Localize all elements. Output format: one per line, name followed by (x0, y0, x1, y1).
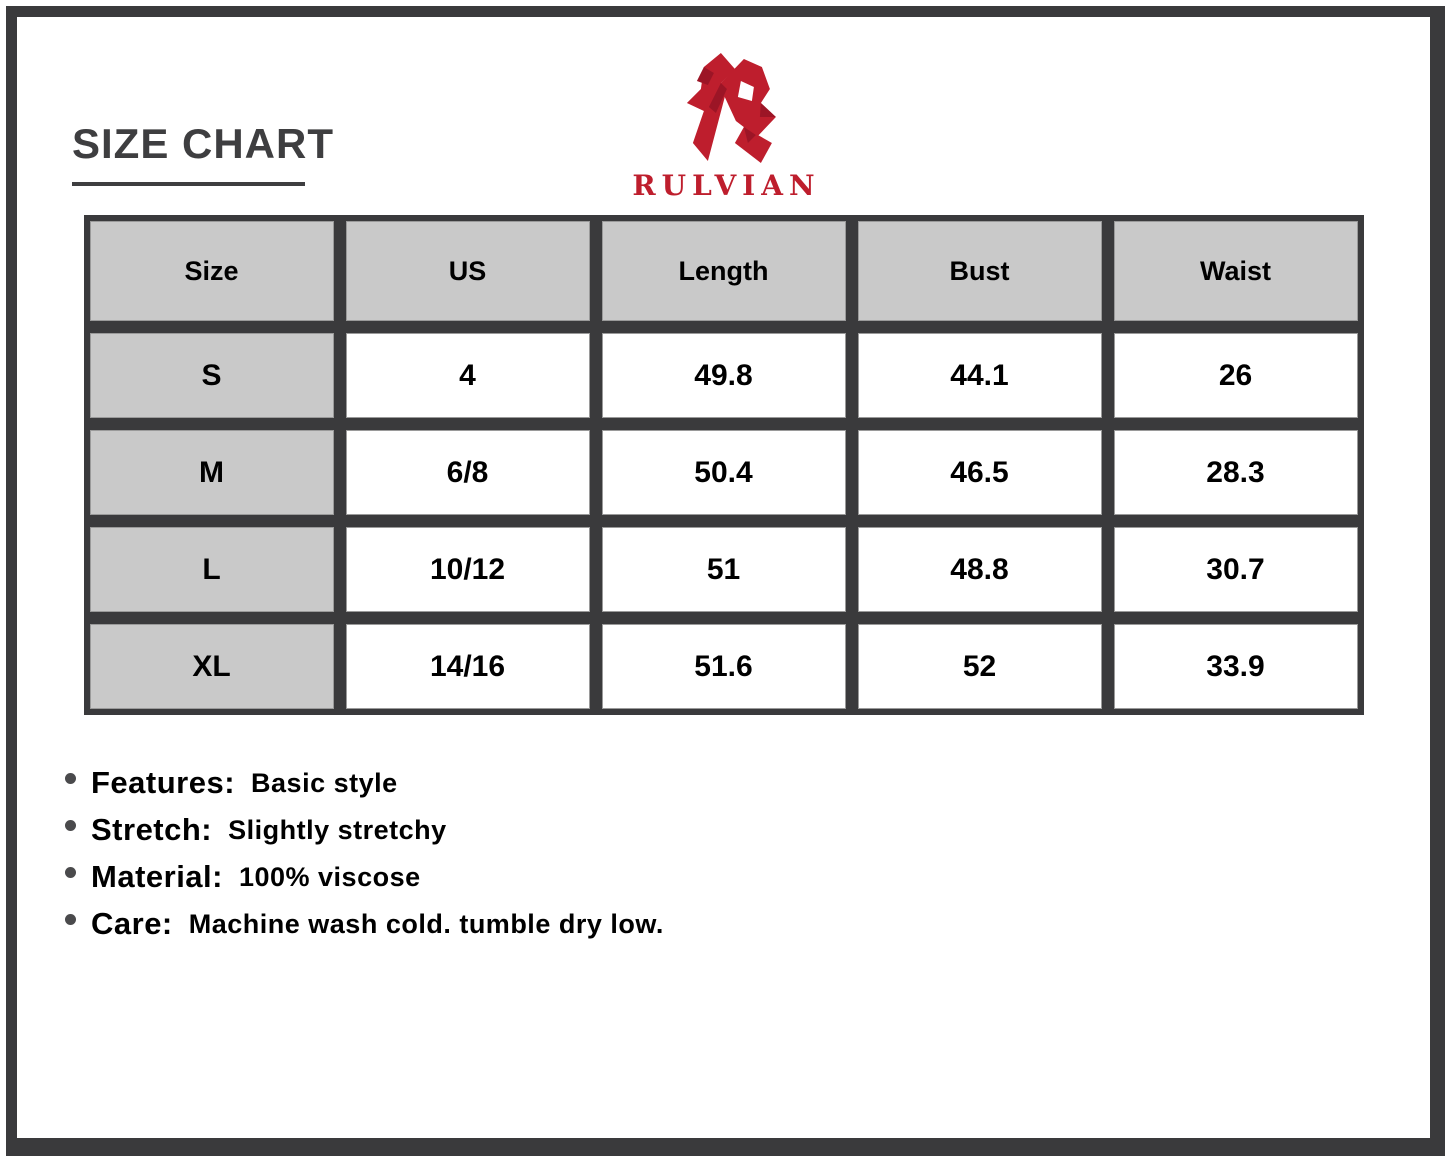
table-cell: 4 (345, 333, 590, 418)
list-item-material: Material: 100% viscose (65, 857, 1430, 897)
table-cell: 49.8 (601, 333, 846, 418)
row-label-m: M (89, 430, 334, 515)
header: SIZE CHART (17, 17, 1430, 215)
table-cell: 30.7 (1113, 527, 1358, 612)
brand-name: RULVIAN (632, 169, 821, 202)
detail-label: Care: (91, 906, 173, 941)
column-header-size: Size (89, 221, 334, 321)
column-header-waist: Waist (1113, 221, 1358, 321)
page-title: SIZE CHART (72, 120, 334, 167)
bullet-icon (65, 913, 76, 925)
details-list: Features: Basic style Stretch: Slightly … (65, 763, 1430, 944)
table-cell: 50.4 (601, 430, 846, 515)
title-underline (72, 182, 305, 186)
detail-value: 100% viscose (238, 861, 421, 892)
table-cell: 46.5 (857, 430, 1102, 515)
column-header-us: US (345, 221, 590, 321)
table-cell: 52 (857, 624, 1102, 709)
table-cell: 44.1 (857, 333, 1102, 418)
detail-value: Slightly stretchy (228, 814, 447, 845)
detail-label: Stretch: (91, 812, 213, 847)
table-cell: 51.6 (601, 624, 846, 709)
row-label-xl: XL (89, 624, 334, 709)
table-cell: 10/12 (345, 527, 590, 612)
row-label-s: S (89, 333, 334, 418)
list-item-features: Features: Basic style (65, 763, 1430, 803)
table-cell: 48.8 (857, 527, 1102, 612)
detail-label: Material: (91, 859, 223, 894)
row-label-l: L (89, 527, 334, 612)
rulvian-r-logo-icon (686, 53, 776, 163)
detail-label: Features: (91, 765, 236, 800)
title-block: SIZE CHART (72, 123, 334, 186)
bullet-icon (65, 866, 76, 878)
page-frame: SIZE CHART (6, 6, 1445, 1156)
table-cell: 51 (601, 527, 846, 612)
bullet-icon (65, 819, 76, 831)
column-header-bust: Bust (857, 221, 1102, 321)
table-cell: 6/8 (345, 430, 590, 515)
list-item-care: Care: Machine wash cold. tumble dry low. (65, 904, 1430, 944)
detail-value: Machine wash cold. tumble dry low. (188, 908, 664, 939)
size-chart-table: Size US Length Bust Waist S 4 49.8 44.1 … (83, 215, 1364, 715)
column-header-length: Length (601, 221, 846, 321)
detail-value: Basic style (251, 767, 398, 798)
table-cell: 26 (1113, 333, 1358, 418)
table-cell: 33.9 (1113, 624, 1358, 709)
table-cell: 14/16 (345, 624, 590, 709)
bullet-icon (65, 772, 76, 784)
table-cell: 28.3 (1113, 430, 1358, 515)
list-item-stretch: Stretch: Slightly stretchy (65, 810, 1430, 850)
brand-logo: RULVIAN (626, 51, 820, 202)
